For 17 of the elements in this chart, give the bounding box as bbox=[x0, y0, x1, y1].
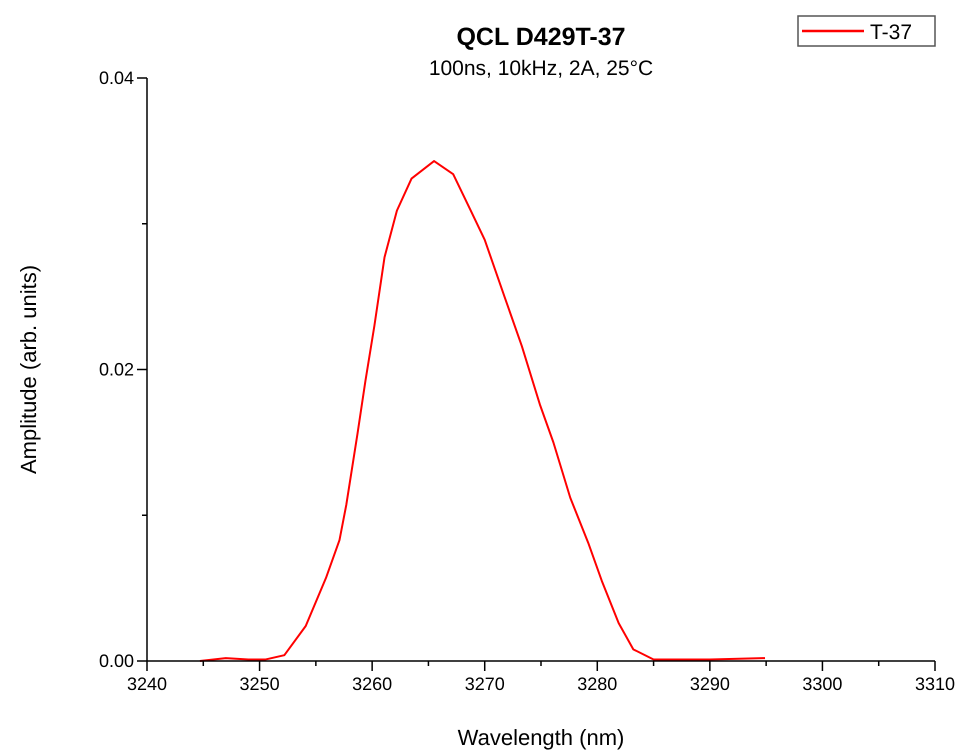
x-tick-label: 3290 bbox=[690, 674, 730, 694]
legend-label: T-37 bbox=[870, 21, 912, 44]
y-tick-label: 0.04 bbox=[98, 68, 134, 88]
y-tick-label: 0.02 bbox=[98, 360, 134, 380]
x-tick-label: 3310 bbox=[914, 674, 956, 694]
chart-subtitle: 100ns, 10kHz, 2A, 25°C bbox=[428, 57, 654, 80]
x-tick-label: 3240 bbox=[126, 674, 168, 694]
x-tick-label: 3260 bbox=[352, 674, 392, 694]
x-tick-label: 3300 bbox=[802, 674, 842, 694]
x-tick-label: 3270 bbox=[464, 674, 505, 694]
y-axis-title: Amplitude (arb. units) bbox=[16, 264, 41, 474]
y-tick-label: 0.00 bbox=[98, 651, 134, 671]
x-axis-title: Wavelength (nm) bbox=[458, 725, 624, 750]
x-tick-label: 3250 bbox=[240, 674, 280, 694]
chart-title: QCL D429T-37 bbox=[456, 23, 626, 51]
line-series bbox=[198, 160, 766, 662]
x-tick-label: 3280 bbox=[577, 674, 618, 694]
